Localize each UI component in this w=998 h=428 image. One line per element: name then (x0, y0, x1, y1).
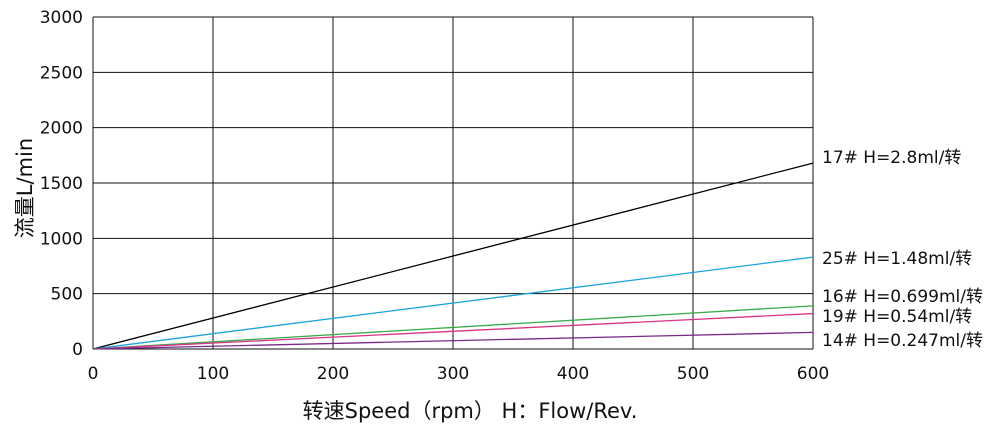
x-tick-label: 200 (317, 364, 349, 384)
x-tick-labels: 0 100 200 300 400 500 600 (88, 364, 830, 384)
series-lines (92, 162, 814, 350)
y-tick-labels: 0 500 1000 1500 2000 2500 3000 (40, 8, 83, 360)
series-label: 14# H=0.247ml/转 (822, 331, 983, 351)
y-tick-label: 1000 (40, 229, 83, 249)
y-tick-label: 1500 (40, 174, 83, 194)
x-tick-label: 400 (557, 364, 589, 384)
x-tick-label: 100 (197, 364, 229, 384)
x-tick-label: 300 (437, 364, 469, 384)
grid (92, 16, 814, 350)
x-tick-label: 0 (88, 364, 99, 384)
x-tick-label: 500 (677, 364, 709, 384)
series-line (92, 312, 814, 350)
y-axis-label: 流量L/min (13, 138, 37, 238)
y-tick-label: 2000 (40, 119, 83, 139)
series-labels: 17# H=2.8ml/转 25# H=1.48ml/转 16# H=0.699ml… (822, 148, 983, 351)
x-axis-label: 转速Speed（rpm） H：Flow/Rev. (303, 399, 638, 423)
y-tick-label: 0 (72, 340, 83, 360)
series-label: 17# H=2.8ml/转 (822, 148, 961, 168)
series-label: 25# H=1.48ml/转 (822, 249, 972, 269)
series-line (92, 331, 814, 350)
y-tick-label: 3000 (40, 8, 83, 28)
y-tick-label: 500 (51, 285, 83, 305)
series-line (92, 162, 814, 350)
series-line (92, 256, 814, 350)
series-label: 16# H=0.699ml/转 (822, 287, 983, 307)
x-tick-label: 600 (797, 364, 829, 384)
series-line (92, 305, 814, 350)
series-label: 19# H=0.54ml/转 (822, 307, 972, 327)
y-tick-label: 2500 (40, 63, 83, 83)
